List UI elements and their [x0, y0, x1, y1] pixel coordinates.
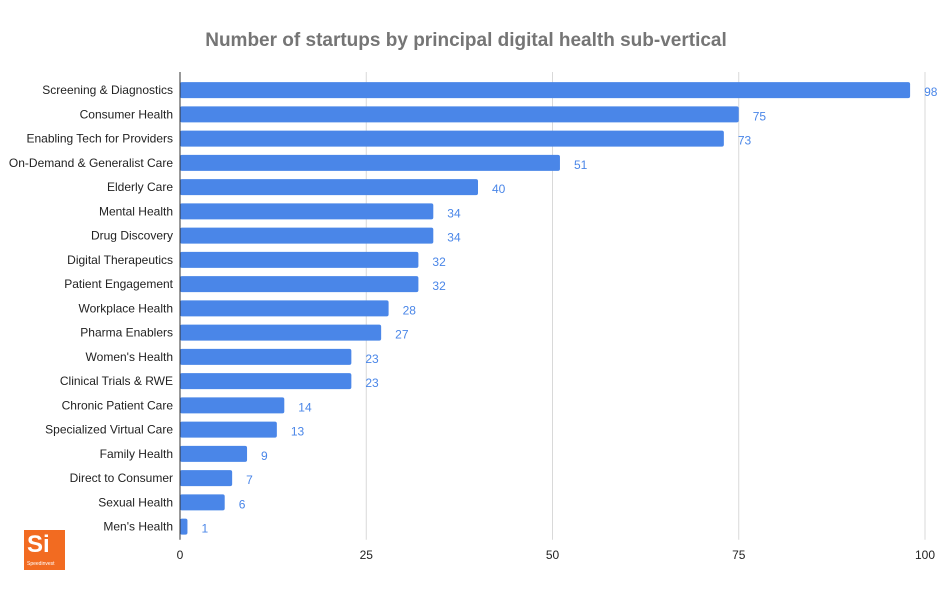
chart-title: Number of startups by principal digital … [205, 30, 727, 51]
bar [180, 397, 285, 414]
category-label: Mental Health [99, 204, 173, 218]
data-label: 28 [403, 303, 417, 317]
logo-text: Speedinvest [27, 561, 55, 567]
data-label: 98 [924, 85, 938, 99]
category-label: Screening & Diagnostics [42, 83, 173, 97]
bar [180, 276, 419, 293]
x-tick-label: 75 [732, 548, 746, 562]
x-axis-ticks: 0 25 50 75 100 [177, 548, 936, 562]
category-labels: Screening & Diagnostics Consumer Health En… [9, 83, 174, 534]
category-label: Sexual Health [98, 495, 173, 509]
bar [180, 251, 419, 268]
data-label: 7 [246, 473, 253, 487]
bars [180, 82, 911, 535]
bar [180, 373, 352, 390]
bar [180, 494, 225, 511]
category-label: Workplace Health [79, 301, 174, 315]
x-tick-label: 50 [546, 548, 560, 562]
bar [180, 445, 248, 462]
x-tick-label: 0 [177, 548, 184, 562]
data-label: 34 [447, 206, 461, 220]
bar [180, 348, 352, 365]
data-label: 13 [291, 425, 305, 439]
data-label: 73 [738, 134, 752, 148]
bar [180, 179, 478, 196]
category-label: Men's Health [103, 520, 173, 534]
data-label: 6 [239, 497, 246, 511]
data-label: 32 [432, 279, 446, 293]
logo-mark: Si [27, 531, 50, 558]
data-label: 23 [365, 376, 379, 390]
category-label: Direct to Consumer [70, 471, 173, 485]
category-label: Pharma Enablers [80, 326, 173, 340]
x-tick-label: 25 [360, 548, 374, 562]
bar [180, 130, 724, 147]
data-label: 75 [753, 109, 767, 123]
category-label: Consumer Health [80, 107, 173, 121]
bar [180, 106, 739, 123]
data-label: 23 [365, 352, 379, 366]
bar [180, 421, 277, 438]
category-label: Chronic Patient Care [62, 398, 174, 412]
bar [180, 203, 434, 220]
category-label: Women's Health [86, 350, 173, 364]
category-label: Drug Discovery [91, 229, 173, 243]
bar [180, 518, 188, 535]
data-label: 14 [298, 400, 312, 414]
data-label: 32 [432, 255, 446, 269]
bar [180, 324, 382, 341]
data-label: 27 [395, 328, 409, 342]
data-label: 1 [201, 522, 208, 536]
category-label: Elderly Care [107, 180, 173, 194]
speedinvest-logo: Si Speedinvest [24, 530, 65, 570]
bar [180, 154, 560, 171]
bar [180, 300, 389, 317]
data-label: 40 [492, 182, 506, 196]
category-label: Enabling Tech for Providers [26, 132, 173, 146]
category-label: Patient Engagement [64, 277, 173, 291]
category-label: Clinical Trials & RWE [60, 374, 173, 388]
bar [180, 470, 233, 487]
bar [180, 227, 434, 244]
category-label: On-Demand & Generalist Care [9, 156, 173, 170]
category-label: Family Health [100, 447, 173, 461]
data-label: 34 [447, 231, 461, 245]
bar [180, 82, 911, 99]
category-label: Specialized Virtual Care [45, 423, 173, 437]
category-label: Digital Therapeutics [67, 253, 173, 267]
x-tick-label: 100 [915, 548, 935, 562]
data-label: 51 [574, 158, 588, 172]
data-label: 9 [261, 449, 268, 463]
